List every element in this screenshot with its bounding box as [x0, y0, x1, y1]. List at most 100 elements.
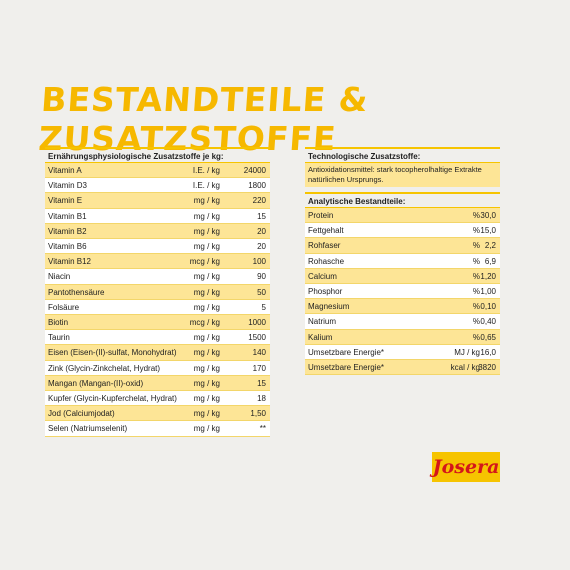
table-row: Kupfer (Glycin-Kupferchelat, Hydrat) mg /… — [45, 391, 270, 407]
row-label: Fettgehalt — [308, 226, 344, 236]
row-value: 6,9 — [484, 256, 496, 266]
row-unit: % — [472, 271, 480, 281]
row-label: Zink (Glycin-Zinkchelat, Hydrat) — [48, 363, 161, 373]
table-row: Rohasche% 6,9 — [305, 253, 500, 269]
row-label: Folsäure — [48, 302, 80, 312]
row-label: Protein — [308, 211, 334, 220]
row-value: 20 — [257, 242, 266, 251]
row-label: Vitamin A — [48, 166, 82, 175]
row-unit: mg / kg — [193, 409, 220, 419]
table-row: Vitamin B1 mg / kg 15 — [45, 208, 270, 224]
table-row: Calcium% 1,20 — [305, 268, 500, 284]
row-value: 1500 — [248, 333, 266, 343]
row-value: 1,50 — [250, 409, 266, 419]
row-value: 2,2 — [484, 241, 496, 251]
row-value: 15,0 — [480, 226, 496, 236]
row-label: Vitamin D3 — [48, 181, 87, 191]
table-row: Eisen (Eisen-(II)-sulfat, Monohydrat) mg … — [45, 345, 270, 361]
tech-text: Antioxidationsmittel: stark tocopherolha… — [305, 163, 500, 187]
table-row: Phosphor% 1,00 — [305, 284, 500, 300]
table-row: Umsetzbare Energie* kcal / kg 3820 — [305, 360, 500, 376]
row-value: 24000 — [243, 166, 266, 175]
row-unit: % — [472, 241, 480, 251]
analytic-heading: Analytische Bestandteile: — [305, 192, 500, 208]
tech-heading: Technologische Zusatzstoffe: — [305, 147, 500, 163]
logo: Josera — [432, 452, 500, 482]
row-unit: mg / kg — [193, 348, 220, 358]
row-value: 0,65 — [480, 332, 496, 342]
left-heading: Ernährungsphysiologische Zusatzstoffe je… — [45, 147, 270, 163]
row-label: Vitamin B12 — [48, 257, 91, 267]
row-unit: kcal / kg — [450, 363, 480, 372]
row-label: Mangan (Mangan-(II)-oxid) — [48, 378, 144, 388]
row-unit: mcg / kg — [189, 257, 220, 267]
row-unit: mg / kg — [193, 226, 220, 236]
row-label: Selen (Natriumselenit) — [48, 424, 128, 434]
row-value: 15 — [257, 211, 266, 221]
row-value: 100 — [252, 257, 266, 267]
row-label: Biotin — [48, 318, 69, 327]
row-value: 0,40 — [480, 317, 496, 327]
row-value: 16,0 — [480, 347, 496, 357]
row-unit: % — [472, 226, 480, 236]
table-row: Rohfaser% 2,2 — [305, 238, 500, 254]
table-row: Protein% 30,0 — [305, 208, 500, 224]
table-row: Niacin mg / kg 90 — [45, 269, 270, 285]
row-value: 170 — [252, 363, 266, 373]
row-value: 220 — [252, 196, 266, 206]
row-unit: mg / kg — [193, 363, 220, 373]
row-value: 5 — [261, 302, 266, 312]
row-label: Rohasche — [308, 256, 345, 266]
table-row: Pantothensäure mg / kg 50 — [45, 284, 270, 300]
row-unit: I.E. / kg — [192, 166, 220, 175]
row-unit: mg / kg — [193, 394, 220, 403]
table-row: Zink (Glycin-Zinkchelat, Hydrat) mg / kg 1… — [45, 360, 270, 376]
row-label: Vitamin B2 — [48, 226, 87, 236]
row-value: 1,20 — [480, 271, 496, 281]
row-value: 30,0 — [480, 211, 496, 220]
row-label: Taurin — [48, 333, 70, 343]
row-value: 15 — [257, 378, 266, 388]
table-row: Umsetzbare Energie* MJ / kg 16,0 — [305, 344, 500, 360]
row-label: Natrium — [308, 317, 337, 327]
row-value: 18 — [257, 394, 266, 403]
row-label: Eisen (Eisen-(II)-sulfat, Monohydrat) — [48, 348, 177, 358]
table-row: Folsäure mg / kg 5 — [45, 299, 270, 315]
row-unit: mg / kg — [193, 196, 220, 206]
row-value: 1800 — [248, 181, 266, 191]
row-value: ** — [259, 424, 266, 434]
row-unit: mg / kg — [193, 272, 220, 282]
row-unit: mg / kg — [193, 242, 220, 251]
table-row: Vitamin B6 mg / kg 20 — [45, 239, 270, 255]
row-value: 1000 — [248, 318, 266, 327]
row-label: Niacin — [48, 272, 71, 282]
table-row: Jod (Calciumjodat) mg / kg 1,50 — [45, 406, 270, 422]
row-unit: MJ / kg — [454, 347, 480, 357]
table-row: Fettgehalt% 15,0 — [305, 223, 500, 239]
row-label: Pantothensäure — [48, 287, 105, 297]
row-value: 1,00 — [480, 287, 496, 296]
row-unit: mg / kg — [193, 287, 220, 297]
row-unit: I.E. / kg — [192, 181, 220, 191]
table-row: Vitamin E mg / kg 220 — [45, 193, 270, 209]
row-value: 0,10 — [480, 302, 496, 312]
row-unit: mg / kg — [193, 302, 220, 312]
table-row: Mangan (Mangan-(II)-oxid) mg / kg 15 — [45, 375, 270, 391]
row-unit: % — [472, 317, 480, 327]
row-unit: % — [472, 256, 480, 266]
row-label: Jod (Calciumjodat) — [48, 409, 115, 419]
row-value: 3820 — [478, 363, 496, 372]
row-unit: % — [472, 332, 480, 342]
row-value: 50 — [257, 287, 266, 297]
row-label: Umsetzbare Energie* — [308, 363, 385, 372]
row-label: Vitamin E — [48, 196, 83, 206]
row-label: Vitamin B6 — [48, 242, 87, 251]
row-label: Rohfaser — [308, 241, 341, 251]
table-row: Vitamin B2 mg / kg 20 — [45, 223, 270, 239]
table-row: Selen (Natriumselenit) mg / kg ** — [45, 421, 270, 437]
table-row: Magnesium% 0,10 — [305, 299, 500, 315]
table-row: Biotin mcg / kg 1000 — [45, 315, 270, 331]
row-unit: % — [472, 287, 480, 296]
row-label: Kalium — [308, 332, 333, 342]
